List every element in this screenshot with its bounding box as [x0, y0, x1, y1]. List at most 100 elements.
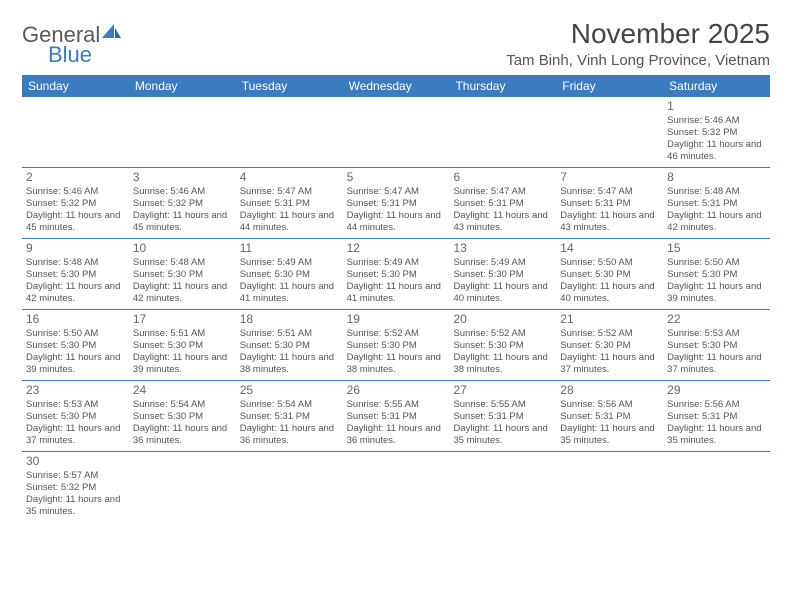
sunset-line: Sunset: 5:31 PM — [667, 198, 766, 210]
day-cell: 17Sunrise: 5:51 AMSunset: 5:30 PMDayligh… — [129, 310, 236, 380]
day-number: 8 — [667, 170, 766, 185]
sunset-line: Sunset: 5:30 PM — [240, 269, 339, 281]
week-row: 16Sunrise: 5:50 AMSunset: 5:30 PMDayligh… — [22, 310, 770, 381]
daylight-line: Daylight: 11 hours and 39 minutes. — [26, 352, 125, 376]
weekday-header: SundayMondayTuesdayWednesdayThursdayFrid… — [22, 75, 770, 97]
daylight-line: Daylight: 11 hours and 35 minutes. — [453, 423, 552, 447]
daylight-line: Daylight: 11 hours and 36 minutes. — [347, 423, 446, 447]
sunrise-line: Sunrise: 5:53 AM — [667, 328, 766, 340]
daylight-line: Daylight: 11 hours and 38 minutes. — [453, 352, 552, 376]
sunrise-line: Sunrise: 5:48 AM — [133, 257, 232, 269]
day-cell — [343, 452, 450, 522]
daylight-line: Daylight: 11 hours and 40 minutes. — [453, 281, 552, 305]
day-number: 27 — [453, 383, 552, 398]
sunset-line: Sunset: 5:31 PM — [347, 198, 446, 210]
day-cell: 26Sunrise: 5:55 AMSunset: 5:31 PMDayligh… — [343, 381, 450, 451]
day-cell — [129, 97, 236, 167]
sunrise-line: Sunrise: 5:51 AM — [133, 328, 232, 340]
sunrise-line: Sunrise: 5:48 AM — [26, 257, 125, 269]
daylight-line: Daylight: 11 hours and 37 minutes. — [26, 423, 125, 447]
week-row: 23Sunrise: 5:53 AMSunset: 5:30 PMDayligh… — [22, 381, 770, 452]
sunset-line: Sunset: 5:30 PM — [667, 269, 766, 281]
daylight-line: Daylight: 11 hours and 37 minutes. — [560, 352, 659, 376]
daylight-line: Daylight: 11 hours and 43 minutes. — [560, 210, 659, 234]
day-cell: 21Sunrise: 5:52 AMSunset: 5:30 PMDayligh… — [556, 310, 663, 380]
daylight-line: Daylight: 11 hours and 38 minutes. — [347, 352, 446, 376]
day-cell: 4Sunrise: 5:47 AMSunset: 5:31 PMDaylight… — [236, 168, 343, 238]
daylight-line: Daylight: 11 hours and 39 minutes. — [667, 281, 766, 305]
location: Tam Binh, Vinh Long Province, Vietnam — [506, 52, 770, 69]
day-number: 24 — [133, 383, 232, 398]
daylight-line: Daylight: 11 hours and 35 minutes. — [26, 494, 125, 518]
day-number: 1 — [667, 99, 766, 114]
sunrise-line: Sunrise: 5:48 AM — [667, 186, 766, 198]
day-cell: 9Sunrise: 5:48 AMSunset: 5:30 PMDaylight… — [22, 239, 129, 309]
sunrise-line: Sunrise: 5:47 AM — [240, 186, 339, 198]
day-cell: 3Sunrise: 5:46 AMSunset: 5:32 PMDaylight… — [129, 168, 236, 238]
sunrise-line: Sunrise: 5:54 AM — [133, 399, 232, 411]
day-cell: 24Sunrise: 5:54 AMSunset: 5:30 PMDayligh… — [129, 381, 236, 451]
sunrise-line: Sunrise: 5:47 AM — [453, 186, 552, 198]
day-number: 28 — [560, 383, 659, 398]
day-number: 21 — [560, 312, 659, 327]
sunset-line: Sunset: 5:31 PM — [347, 411, 446, 423]
sunrise-line: Sunrise: 5:49 AM — [453, 257, 552, 269]
sunset-line: Sunset: 5:30 PM — [133, 340, 232, 352]
calendar: SundayMondayTuesdayWednesdayThursdayFrid… — [22, 75, 770, 522]
daylight-line: Daylight: 11 hours and 46 minutes. — [667, 139, 766, 163]
day-cell — [236, 97, 343, 167]
day-cell: 2Sunrise: 5:46 AMSunset: 5:32 PMDaylight… — [22, 168, 129, 238]
day-cell: 30Sunrise: 5:57 AMSunset: 5:32 PMDayligh… — [22, 452, 129, 522]
sunset-line: Sunset: 5:30 PM — [560, 269, 659, 281]
sunrise-line: Sunrise: 5:55 AM — [347, 399, 446, 411]
week-row: 2 Sunrise: 5:46 AMSunset: 5:32 PM Daylight… — [22, 168, 770, 239]
sunrise-line: Sunrise: 5:47 AM — [347, 186, 446, 198]
day-cell: 18Sunrise: 5:51 AMSunset: 5:30 PMDayligh… — [236, 310, 343, 380]
sunset-line: Sunset: 5:31 PM — [560, 411, 659, 423]
sunset-line: Sunset: 5:30 PM — [26, 340, 125, 352]
sunset-line: Sunset: 5:32 PM — [133, 198, 232, 210]
day-cell — [22, 97, 129, 167]
daylight-line: Daylight: 11 hours and 37 minutes. — [667, 352, 766, 376]
day-cell — [236, 452, 343, 522]
sunset-line: Sunset: 5:31 PM — [667, 411, 766, 423]
daylight-line: Daylight: 11 hours and 42 minutes. — [133, 281, 232, 305]
sunset-line: Sunset: 5:31 PM — [453, 198, 552, 210]
daylight-line: Daylight: 11 hours and 35 minutes. — [560, 423, 659, 447]
day-cell: 10Sunrise: 5:48 AMSunset: 5:30 PMDayligh… — [129, 239, 236, 309]
daylight-line: Daylight: 11 hours and 41 minutes. — [347, 281, 446, 305]
sunset-line: Sunset: 5:30 PM — [347, 269, 446, 281]
day-number: 7 — [560, 170, 659, 185]
daylight-line: Daylight: 11 hours and 36 minutes. — [133, 423, 232, 447]
day-number: 12 — [347, 241, 446, 256]
day-cell: 27Sunrise: 5:55 AMSunset: 5:31 PMDayligh… — [449, 381, 556, 451]
day-cell — [556, 97, 663, 167]
day-number: 13 — [453, 241, 552, 256]
sunset-line: Sunset: 5:30 PM — [240, 340, 339, 352]
sunset-line: Sunset: 5:30 PM — [453, 340, 552, 352]
day-cell: 5Sunrise: 5:47 AMSunset: 5:31 PMDaylight… — [343, 168, 450, 238]
sunrise-line: Sunrise: 5:56 AM — [560, 399, 659, 411]
sunrise-line: Sunrise: 5:56 AM — [667, 399, 766, 411]
sunrise-line: Sunrise: 5:46 AM — [667, 115, 766, 127]
week-row: 1Sunrise: 5:46 AMSunset: 5:32 PMDaylight… — [22, 97, 770, 168]
day-number: 4 — [240, 170, 339, 185]
sunset-line: Sunset: 5:32 PM — [667, 127, 766, 139]
sunset-line: Sunset: 5:31 PM — [560, 198, 659, 210]
daylight-line: Daylight: 11 hours and 38 minutes. — [240, 352, 339, 376]
sunrise-line: Sunrise: 5:54 AM — [240, 399, 339, 411]
day-number: 2 — [26, 170, 125, 185]
logo: General Blue — [22, 24, 122, 66]
day-cell: 6Sunrise: 5:47 AMSunset: 5:31 PMDaylight… — [449, 168, 556, 238]
title-block: November 2025 Tam Binh, Vinh Long Provin… — [506, 18, 770, 69]
sunrise-line: Sunrise: 5:50 AM — [667, 257, 766, 269]
sunrise-line: Sunrise: 5:52 AM — [453, 328, 552, 340]
day-number: 14 — [560, 241, 659, 256]
day-cell: 1Sunrise: 5:46 AMSunset: 5:32 PMDaylight… — [663, 97, 770, 167]
sunrise-line: Sunrise: 5:46 AM — [133, 186, 232, 198]
daylight-line: Daylight: 11 hours and 40 minutes. — [560, 281, 659, 305]
day-cell: 29Sunrise: 5:56 AMSunset: 5:31 PMDayligh… — [663, 381, 770, 451]
day-number: 5 — [347, 170, 446, 185]
sunrise-line: Sunrise: 5:51 AM — [240, 328, 339, 340]
day-number: 30 — [26, 454, 125, 469]
